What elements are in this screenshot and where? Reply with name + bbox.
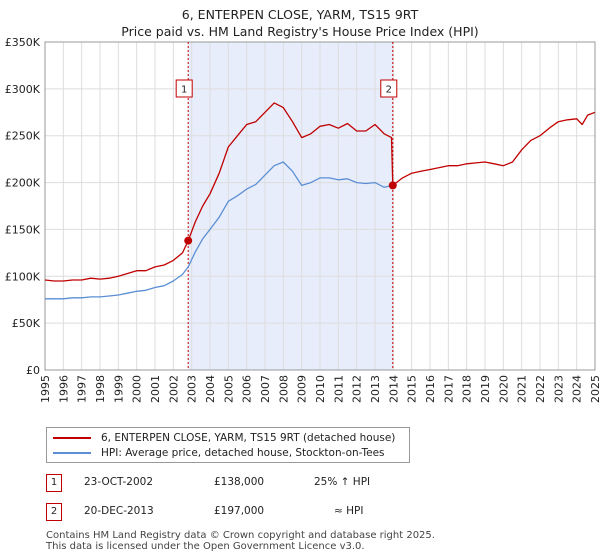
x-tick-label: 2013 xyxy=(369,375,382,403)
sale-price: £197,000 xyxy=(214,505,265,517)
footer-line-1: Contains HM Land Registry data © Crown c… xyxy=(46,530,435,541)
x-tick-label: 2005 xyxy=(222,375,235,403)
y-tick-label: £200K xyxy=(5,177,41,190)
sale-price: £138,000 xyxy=(214,476,265,488)
x-tick-label: 1998 xyxy=(94,375,107,403)
x-tick-label: 2020 xyxy=(497,375,510,403)
x-tick-label: 2004 xyxy=(204,375,217,403)
x-tick-label: 2009 xyxy=(296,375,309,403)
x-tick-label: 2018 xyxy=(461,375,474,403)
footer: Contains HM Land Registry data © Crown c… xyxy=(46,530,435,552)
sale-marker-box xyxy=(380,79,398,98)
legend-label-property: 6, ENTERPEN CLOSE, YARM, TS15 9RT (detac… xyxy=(101,432,396,444)
y-tick-label: £250K xyxy=(5,130,41,143)
y-tick-label: £0 xyxy=(26,364,40,377)
x-tick-label: 2008 xyxy=(277,375,290,403)
x-tick-label: 1995 xyxy=(39,375,52,403)
legend-line-property xyxy=(53,437,91,439)
x-tick-label: 1996 xyxy=(57,375,70,403)
sale-point xyxy=(388,181,397,190)
x-tick-label: 2011 xyxy=(332,375,345,403)
title-line-2: Price paid vs. HM Land Registry's House … xyxy=(121,24,479,39)
x-tick-label: 2014 xyxy=(387,375,400,403)
sale-marker-label: 2 xyxy=(386,85,392,96)
ownership-shade xyxy=(188,42,393,370)
legend-line-hpi xyxy=(53,452,91,454)
y-tick-label: £300K xyxy=(5,83,41,96)
hpi-line xyxy=(45,161,393,300)
legend-label-hpi: HPI: Average price, detached house, Stoc… xyxy=(101,447,385,459)
x-tick-label: 2000 xyxy=(131,375,144,403)
x-tick-label: 1999 xyxy=(112,375,125,403)
sale-hpi-relation: ≈ HPI xyxy=(334,505,364,517)
chart-title: 6, ENTERPEN CLOSE, YARM, TS15 9RT Price … xyxy=(0,6,600,40)
x-tick-label: 2010 xyxy=(314,375,327,403)
x-tick-label: 2015 xyxy=(406,375,419,403)
y-tick-label: £100K xyxy=(5,270,41,283)
x-tick-label: 2006 xyxy=(241,375,254,403)
x-tick-label: 2023 xyxy=(552,375,565,403)
x-tick-label: 1997 xyxy=(76,375,89,403)
y-tick-label: £150K xyxy=(5,223,41,236)
x-tick-label: 2003 xyxy=(186,375,199,403)
sale-hpi-relation: 25% ↑ HPI xyxy=(314,476,371,488)
price-chart: £0 £50K £100K £150K £200K £250K £300K £350K 1995… xyxy=(5,36,600,403)
x-tick-label: 2012 xyxy=(351,375,364,403)
title-line-1: 6, ENTERPEN CLOSE, YARM, TS15 9RT xyxy=(181,7,419,22)
x-tick-label: 2001 xyxy=(149,375,162,403)
x-tick-label: 2021 xyxy=(516,375,529,403)
x-tick-label: 2016 xyxy=(424,375,437,403)
y-tick-label: £50K xyxy=(12,317,41,330)
x-tick-label: 2002 xyxy=(167,375,180,403)
legend-item-property: 6, ENTERPEN CLOSE, YARM, TS15 9RT (detac… xyxy=(53,431,395,445)
property-price-line xyxy=(44,102,596,282)
sale-point xyxy=(184,236,193,245)
sale-date: 20-DEC-2013 xyxy=(84,505,154,517)
x-tick-label: 2019 xyxy=(479,375,492,403)
plot-frame xyxy=(44,41,596,371)
footer-line-2: This data is licensed under the Open Gov… xyxy=(46,541,365,552)
sale-badge: 2 xyxy=(46,503,62,521)
x-tick-label: 2022 xyxy=(534,375,547,403)
legend-item-hpi: HPI: Average price, detached house, Stoc… xyxy=(53,446,385,460)
legend: 6, ENTERPEN CLOSE, YARM, TS15 9RT (detac… xyxy=(46,427,410,463)
x-tick-label: 2007 xyxy=(259,375,272,403)
sale-marker-label: 1 xyxy=(181,85,187,96)
x-tick-label: 2024 xyxy=(571,375,584,403)
y-tick-label: £350K xyxy=(5,36,41,49)
x-tick-label: 2025 xyxy=(589,375,600,403)
x-tick-label: 2017 xyxy=(442,375,455,403)
sale-marker-box xyxy=(175,79,193,98)
sale-badge: 1 xyxy=(46,474,62,492)
sale-date: 23-OCT-2002 xyxy=(84,476,153,488)
